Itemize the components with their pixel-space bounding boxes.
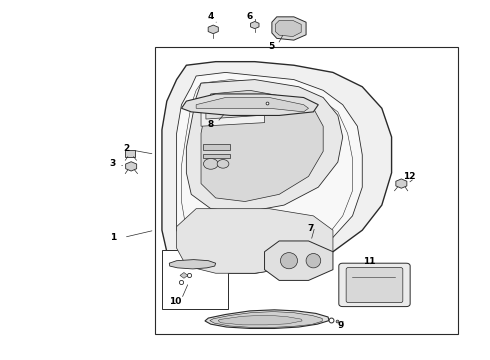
Text: 12: 12 (403, 172, 416, 181)
Polygon shape (162, 62, 392, 273)
Text: 6: 6 (247, 12, 253, 21)
Polygon shape (275, 21, 301, 37)
Ellipse shape (306, 253, 321, 268)
Text: 10: 10 (170, 297, 182, 306)
Bar (203, 154, 230, 158)
Text: 5: 5 (269, 42, 275, 51)
Circle shape (203, 158, 218, 169)
Text: 8: 8 (208, 120, 214, 129)
FancyBboxPatch shape (346, 267, 403, 303)
Circle shape (217, 159, 229, 168)
Text: 7: 7 (308, 224, 314, 233)
Polygon shape (186, 80, 343, 212)
Polygon shape (205, 310, 329, 328)
Text: 11: 11 (364, 257, 376, 266)
Polygon shape (176, 209, 333, 273)
Polygon shape (210, 312, 322, 327)
Ellipse shape (280, 253, 297, 269)
Text: 3: 3 (109, 159, 115, 168)
Text: 2: 2 (123, 144, 130, 153)
Bar (155, 47, 458, 334)
Text: 9: 9 (337, 321, 343, 330)
Polygon shape (169, 260, 216, 269)
Polygon shape (196, 98, 309, 112)
Polygon shape (201, 90, 323, 202)
Polygon shape (181, 94, 318, 116)
Polygon shape (218, 315, 302, 325)
Bar (162, 250, 228, 309)
Polygon shape (176, 72, 362, 262)
Text: 4: 4 (208, 12, 214, 21)
Polygon shape (265, 241, 333, 280)
Polygon shape (272, 17, 306, 40)
FancyBboxPatch shape (339, 263, 410, 307)
Polygon shape (201, 98, 265, 126)
Bar (125, 150, 135, 157)
Bar (203, 144, 230, 149)
Text: 1: 1 (110, 233, 116, 242)
Polygon shape (206, 101, 260, 119)
